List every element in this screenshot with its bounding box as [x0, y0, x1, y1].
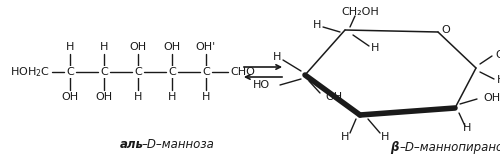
Text: β: β — [390, 142, 398, 155]
Text: HOH$_2$C: HOH$_2$C — [10, 65, 50, 79]
Text: H: H — [134, 92, 142, 102]
Text: H: H — [202, 92, 210, 102]
Text: OH: OH — [164, 42, 180, 52]
Text: CH₂OH: CH₂OH — [341, 7, 379, 17]
Text: H: H — [371, 43, 379, 53]
Text: H: H — [273, 52, 281, 62]
Text: HO: HO — [253, 80, 270, 90]
Text: H: H — [66, 42, 74, 52]
Text: OH: OH — [130, 42, 146, 52]
Text: –D–манноза: –D–манноза — [141, 138, 214, 152]
Text: H: H — [313, 20, 321, 30]
Text: C: C — [168, 67, 176, 77]
Text: –D–маннопираноза: –D–маннопираноза — [400, 142, 500, 155]
Text: OH: OH — [62, 92, 78, 102]
Text: OH': OH' — [196, 42, 216, 52]
Text: аль: аль — [120, 138, 144, 152]
Text: H: H — [168, 92, 176, 102]
Text: H: H — [100, 42, 108, 52]
Text: OH: OH — [96, 92, 112, 102]
Text: H: H — [497, 75, 500, 85]
Text: C: C — [66, 67, 74, 77]
Text: CHO: CHO — [230, 67, 255, 77]
Text: H: H — [341, 132, 349, 142]
Text: OH: OH — [495, 50, 500, 60]
Text: C: C — [202, 67, 210, 77]
Text: H: H — [381, 132, 389, 142]
Text: OH: OH — [325, 92, 342, 102]
Text: C: C — [100, 67, 108, 77]
Text: OH: OH — [483, 93, 500, 103]
Text: O: O — [442, 25, 450, 35]
Text: H: H — [463, 123, 471, 133]
Text: C: C — [134, 67, 142, 77]
